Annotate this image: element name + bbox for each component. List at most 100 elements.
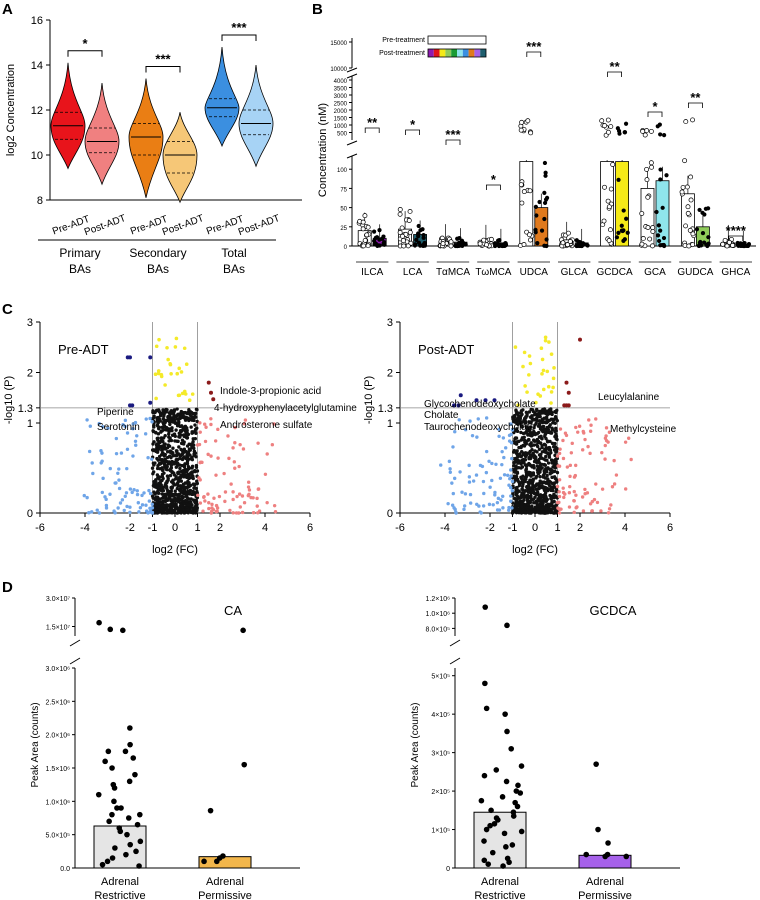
data-point-pre (650, 229, 656, 234)
data-point-restrictive (483, 826, 490, 833)
point-down-nonsig (475, 435, 479, 439)
data-point-pre (644, 166, 650, 172)
y-tick-label: 1.0×10⁶ (46, 799, 71, 806)
point-down-nonsig (477, 504, 481, 508)
data-point-pre (407, 208, 413, 214)
point-nonsig (157, 409, 161, 414)
data-point-restrictive (134, 821, 141, 828)
data-point-restrictive (488, 807, 494, 814)
point-nonsig (180, 495, 185, 499)
point-label: Taurochenodeoxycholate (424, 422, 536, 433)
point-nonsig (517, 489, 521, 493)
category-label: GLCA (561, 267, 589, 278)
point-up-nonsig (240, 494, 245, 498)
point-nonsig (535, 415, 539, 420)
point-up-nonsig (558, 507, 562, 511)
point-up-nonsig (207, 506, 211, 511)
point-nonsig (182, 433, 186, 437)
point-up-nonsig (202, 422, 207, 426)
point-sig-small-fc (187, 398, 192, 402)
point-up-nonsig (231, 511, 235, 515)
point-up-nonsig (198, 421, 202, 425)
y-tick-label: 0.0 (60, 866, 70, 873)
data-point-post (497, 238, 502, 243)
data-point-post (700, 230, 706, 236)
point-sig-small-fc (552, 366, 556, 370)
data-point-restrictive (118, 805, 124, 811)
point-nonsig (171, 502, 176, 506)
significance-label: * (491, 172, 497, 187)
point-nonsig (516, 411, 521, 415)
data-point-post (583, 242, 588, 247)
point-nonsig (173, 499, 177, 503)
point-sig-small-fc (549, 401, 553, 405)
data-point-pre (364, 232, 370, 238)
data-point-restrictive (125, 815, 132, 821)
y-tick-label: 3.0×10⁶ (46, 666, 71, 673)
point-nonsig (167, 435, 171, 439)
data-point-restrictive (502, 711, 508, 717)
point-down-nonsig (447, 459, 452, 464)
point-nonsig (163, 447, 168, 451)
point-nonsig (520, 412, 524, 417)
point-down-nonsig (100, 490, 105, 495)
point-nonsig (190, 464, 195, 469)
point-nonsig (546, 461, 551, 465)
point-up-nonsig (202, 495, 206, 499)
point-down-nonsig (509, 494, 513, 498)
point-up-nonsig (237, 492, 242, 496)
y-tick-label: 1.3 (378, 403, 393, 415)
point-sig-small-fc (528, 361, 533, 366)
point-sig-small-fc (543, 338, 548, 343)
x-tick-label: -2 (485, 522, 495, 534)
data-point-pre (647, 236, 653, 242)
point-down-nonsig (113, 481, 117, 485)
point-down-nonsig (497, 427, 501, 431)
point-nonsig (541, 505, 545, 510)
data-point-pre (602, 123, 608, 129)
point-nonsig (540, 444, 544, 448)
significance-label: **** (726, 223, 747, 238)
point-down-nonsig (133, 420, 138, 425)
x-tick-label: 1 (194, 522, 200, 534)
data-point-restrictive (478, 797, 485, 804)
point-sig-small-fc (184, 362, 189, 367)
data-point-permissive (595, 826, 601, 833)
point-down-nonsig (113, 511, 117, 515)
point-nonsig (181, 456, 185, 461)
point-down-nonsig (463, 492, 468, 496)
point-nonsig (532, 426, 536, 430)
data-point-pre (610, 162, 616, 167)
point-nonsig (550, 441, 555, 446)
point-nonsig (554, 426, 558, 431)
panel-label-d: D (2, 579, 13, 596)
category-label: Restrictive (474, 890, 525, 900)
data-point-pre (642, 132, 648, 138)
point-down-nonsig (493, 493, 497, 497)
data-point-pre (601, 218, 607, 224)
data-point-pre (720, 241, 726, 247)
point-nonsig (543, 469, 547, 473)
y-tick-label: 4000 (334, 79, 348, 85)
point-down-nonsig (484, 449, 489, 454)
point-nonsig (178, 492, 182, 496)
y-tick-label: 1 (27, 418, 33, 430)
point-nonsig (156, 489, 160, 494)
point-down-nonsig (454, 510, 458, 514)
data-point-pre (528, 130, 534, 136)
point-nonsig (153, 410, 157, 415)
y-axis-label: -log10 (P) (363, 376, 375, 424)
point-nonsig (159, 509, 163, 513)
data-point-post (622, 237, 627, 242)
point-up-nonsig (226, 434, 230, 438)
data-point-post (539, 228, 545, 233)
point-down-nonsig (504, 446, 508, 450)
data-point-restrictive (481, 838, 487, 844)
point-up-nonsig (216, 456, 220, 460)
data-point-post (661, 242, 666, 248)
point-nonsig (532, 439, 537, 443)
point-label: Cholate (424, 410, 459, 421)
point-up-nonsig (607, 507, 612, 511)
point-down-nonsig (135, 492, 140, 497)
data-point-pre (606, 204, 612, 210)
